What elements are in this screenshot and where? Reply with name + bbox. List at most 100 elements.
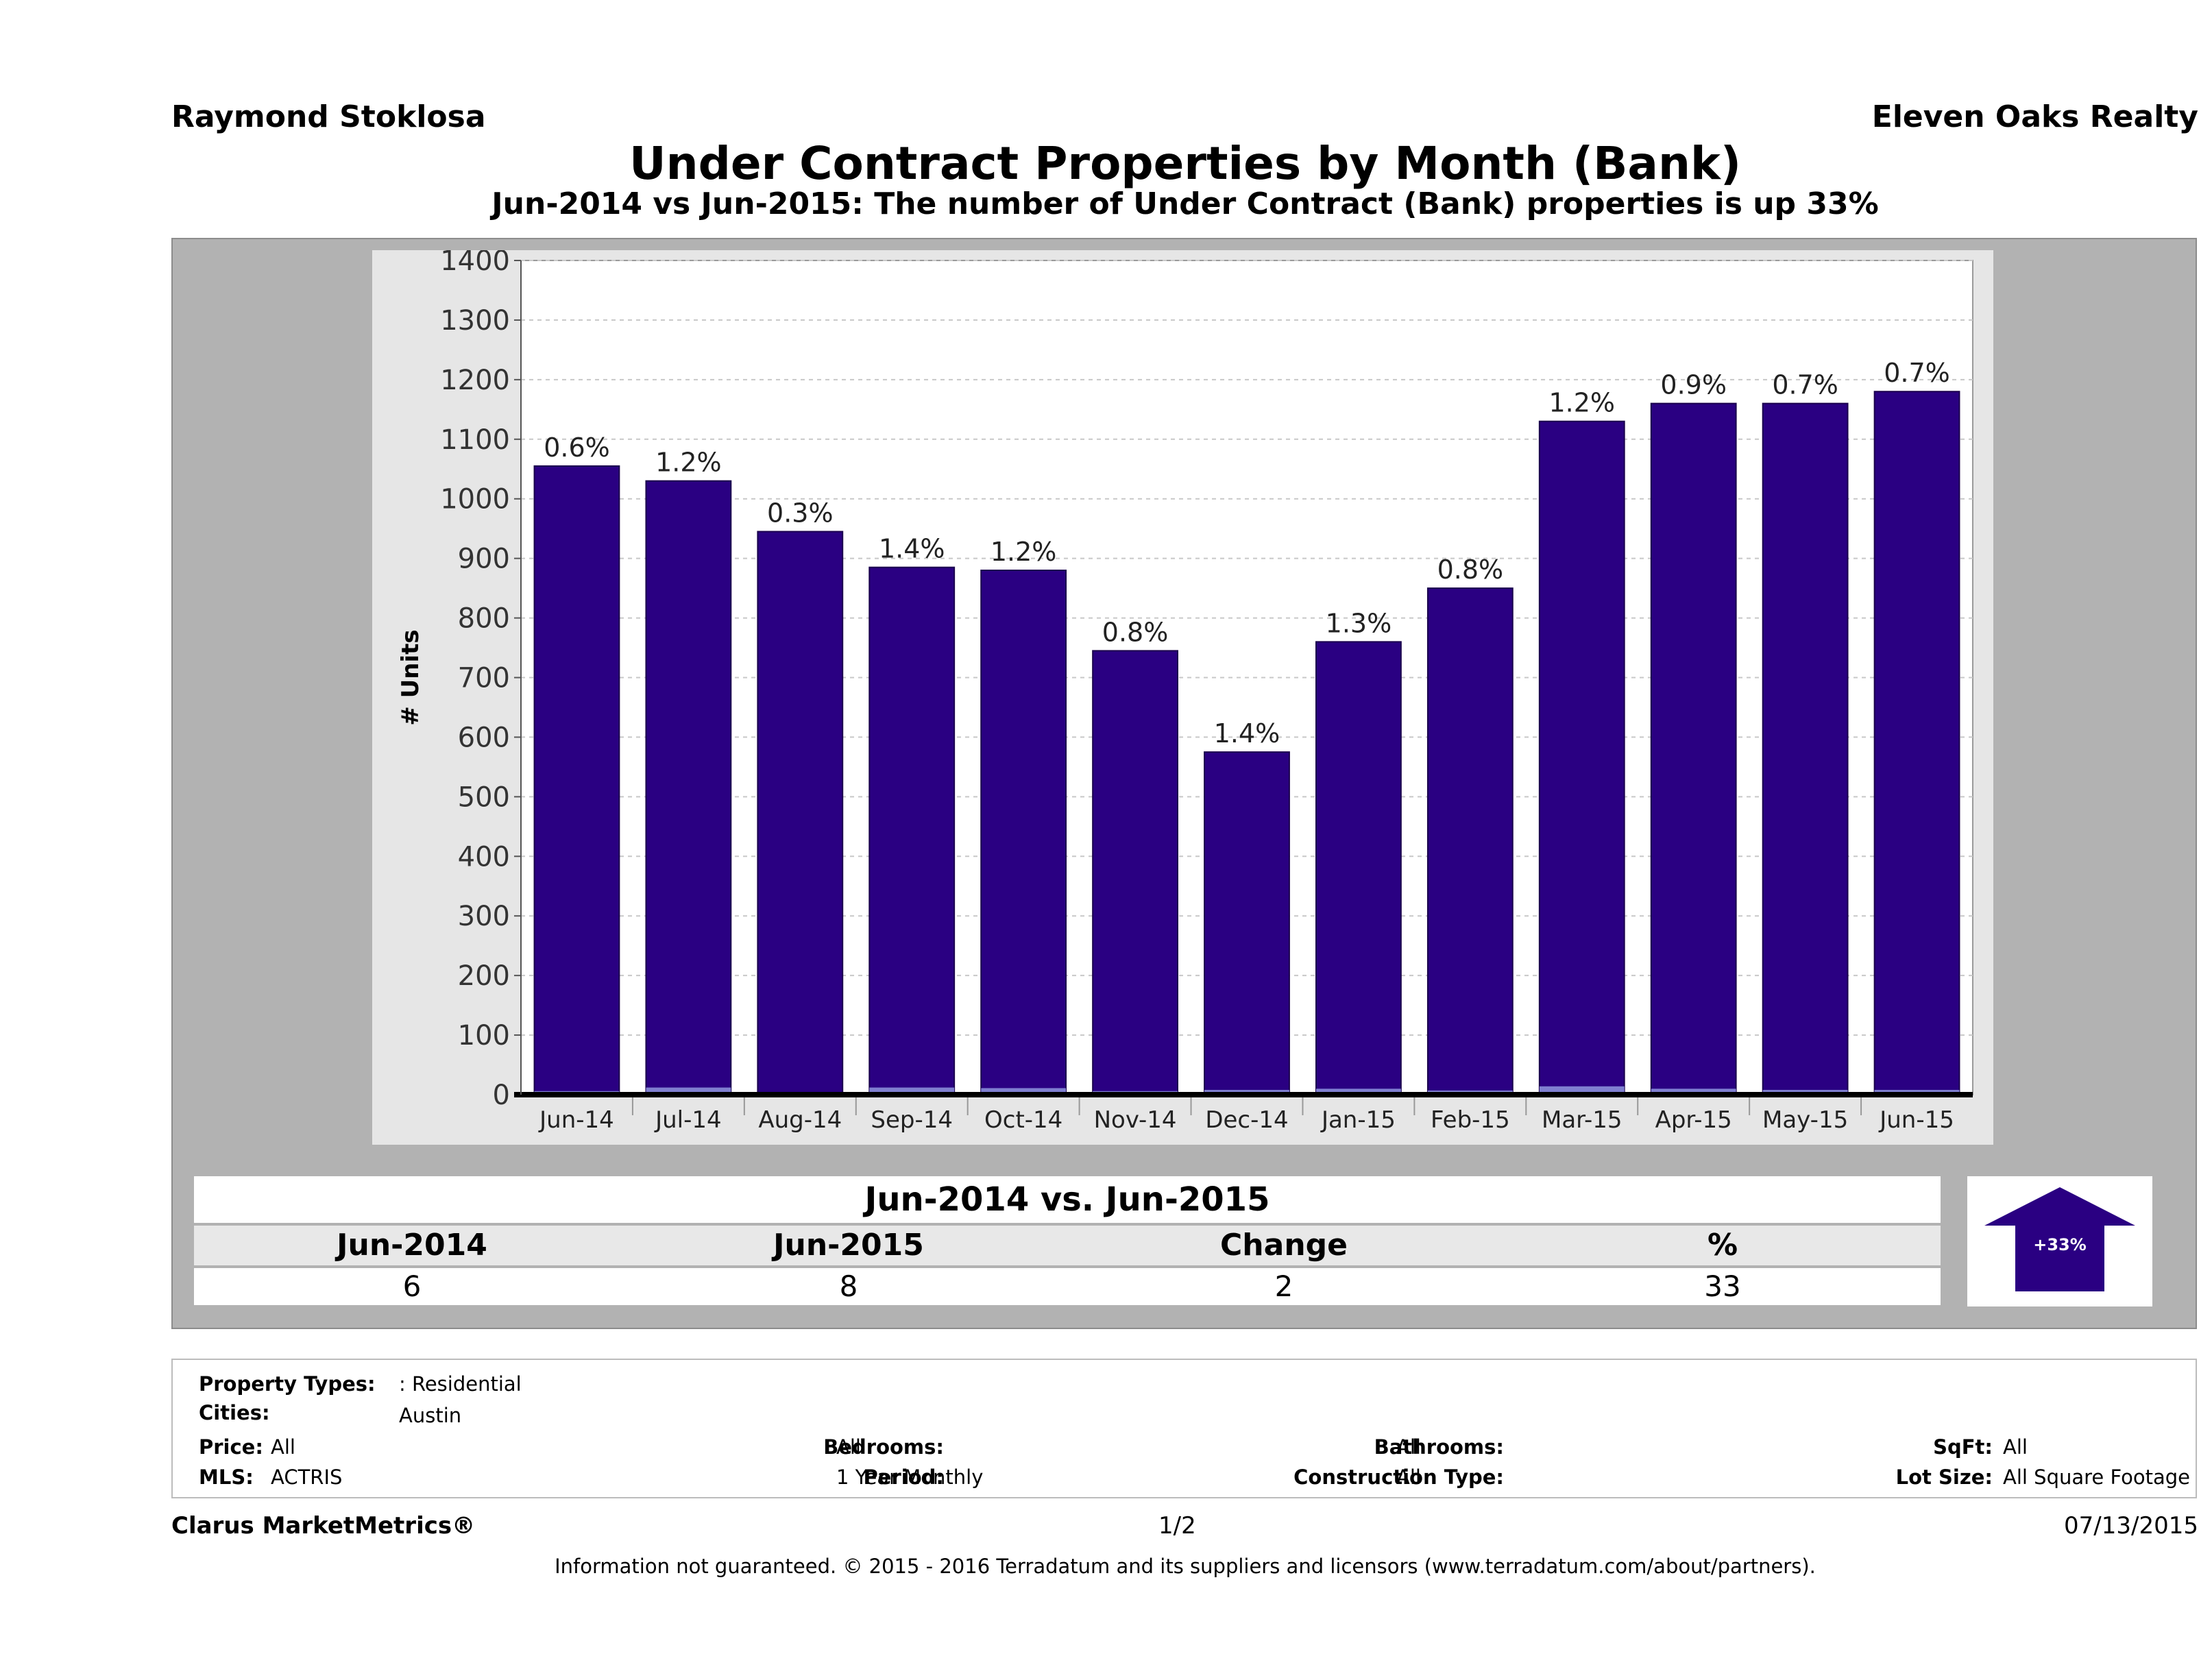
bank-bar [981,1088,1067,1095]
property-types-label: Property Types: [199,1372,376,1396]
bathrooms-label: Bathrooms: [1374,1435,1504,1459]
bar [1426,587,1514,1096]
bar [1873,391,1960,1096]
lot-size-label: Lot Size: [1895,1466,1993,1489]
price-label: Price: [199,1435,263,1459]
x-tick-label: Jun-15 [1878,1106,1954,1134]
up-arrow-icon: +33% [1984,1187,2135,1291]
cities-label: Cities: [199,1401,270,1424]
construction-type-label: Construction Type: [1293,1466,1504,1489]
x-tick-label: Aug-14 [758,1106,842,1134]
cities-value: Austin [399,1404,462,1427]
x-tick-label: Feb-15 [1431,1106,1510,1134]
data-label: 1.4% [879,534,945,564]
value-jun-2014: 6 [402,1269,422,1303]
footer-brand: Clarus MarketMetrics® [171,1512,476,1540]
bar [1538,420,1625,1095]
data-label: 0.7% [1772,370,1838,400]
y-tick-label: 1400 [440,250,510,277]
x-tick-label: Nov-14 [1094,1106,1177,1134]
data-label: 0.9% [1660,370,1727,400]
data-label: 1.4% [1214,718,1280,749]
mls-value: ACTRIS [271,1466,343,1489]
y-tick-label: 300 [458,901,510,932]
data-label: 0.6% [544,433,610,463]
bar [868,566,956,1095]
period-label: Period: [863,1466,944,1489]
bar-chart: 0 100 200 300 400 500 600 700 800 900 1000 1100 1200… [397,250,1973,1134]
comparison-table: Jun-2014 vs. Jun-2015 Jun-2014 Jun-2015 … [194,1176,1941,1306]
data-label: 1.2% [1548,388,1615,418]
bar [757,531,844,1095]
bar [1762,402,1849,1095]
bar [980,570,1067,1095]
y-tick-label: 200 [458,960,510,992]
value-change: 2 [1274,1269,1293,1303]
bar [1204,751,1290,1095]
comparison-value-row: 6 8 2 33 [194,1268,1941,1305]
y-tick-label: 500 [458,781,510,813]
bank-bar [1651,1089,1736,1095]
data-label: 0.3% [767,498,834,528]
bar [645,480,732,1095]
y-tick-label: 900 [458,544,510,575]
bar [1315,641,1402,1095]
value-percent: 33 [1704,1269,1741,1303]
y-tick-label: 1000 [440,484,510,515]
agent-name: Raymond Stoklosa [171,99,486,134]
y-tick-label: 100 [458,1020,510,1051]
page-number: 1/2 [1158,1512,1196,1540]
x-tick-label: Jul-14 [654,1106,722,1134]
y-tick-label: 0 [493,1080,510,1111]
y-tick-label: 1200 [440,365,510,396]
value-jun-2015: 8 [839,1269,858,1303]
y-axis-title: # Units [397,629,424,725]
x-tick-label: May-15 [1762,1106,1848,1134]
col-percent: % [1707,1228,1738,1263]
comparison-heading: Jun-2014 vs. Jun-2015 [194,1176,1941,1223]
company-name: Eleven Oaks Realty [1871,99,2198,134]
chart-subtitle: Jun-2014 vs Jun-2015: The number of Unde… [491,186,1879,221]
bathrooms-value: All [1396,1435,1421,1459]
col-jun-2015: Jun-2015 [773,1228,924,1263]
sqft-value: All [2003,1435,2028,1459]
bar [1650,402,1737,1095]
bar [1092,650,1178,1095]
bank-bar [1316,1089,1401,1095]
data-label: 1.3% [1326,608,1392,638]
x-tick-label: Dec-14 [1205,1106,1288,1134]
filter-summary: Property Types: : Residential Cities: Au… [171,1359,2197,1498]
bar [533,465,620,1095]
data-label: 0.7% [1884,358,1950,388]
x-tick-label: Mar-15 [1542,1106,1622,1134]
y-tick-label: 1300 [440,305,510,337]
x-tick-label: Sep-14 [871,1106,953,1134]
bedrooms-label: Bedrooms: [823,1435,944,1459]
data-label: 1.2% [990,537,1057,567]
disclaimer: Information not guaranteed. © 2015 - 201… [555,1555,1816,1578]
mls-label: MLS: [199,1466,254,1489]
x-tick-label: Jan-15 [1320,1106,1396,1134]
y-tick-label: 1100 [440,424,510,456]
change-badge: +33% [1967,1176,2152,1306]
data-label: 0.8% [1102,617,1169,647]
y-tick-label: 600 [458,722,510,753]
property-types-value: : Residential [399,1372,522,1396]
bank-bar [869,1087,955,1095]
bank-bar [646,1087,731,1095]
x-tick-label: Oct-14 [984,1106,1062,1134]
y-tick-label: 800 [458,603,510,635]
x-tick-label: Jun-14 [538,1106,614,1134]
construction-type-value: All [1396,1466,1421,1489]
y-tick-label: 700 [458,663,510,694]
lot-size-value: All Square Footage [2003,1466,2191,1489]
sqft-label: SqFt: [1933,1435,1993,1459]
report-date: 07/13/2015 [2064,1512,2198,1540]
comparison-header-row: Jun-2014 Jun-2015 Change % [194,1226,1941,1265]
data-label: 1.2% [655,448,722,478]
col-jun-2014: Jun-2014 [337,1228,487,1263]
price-value: All [271,1435,295,1459]
y-tick-label: 400 [458,841,510,873]
x-tick-label: Apr-15 [1655,1106,1732,1134]
chart-title: Under Contract Properties by Month (Bank… [629,137,1741,190]
